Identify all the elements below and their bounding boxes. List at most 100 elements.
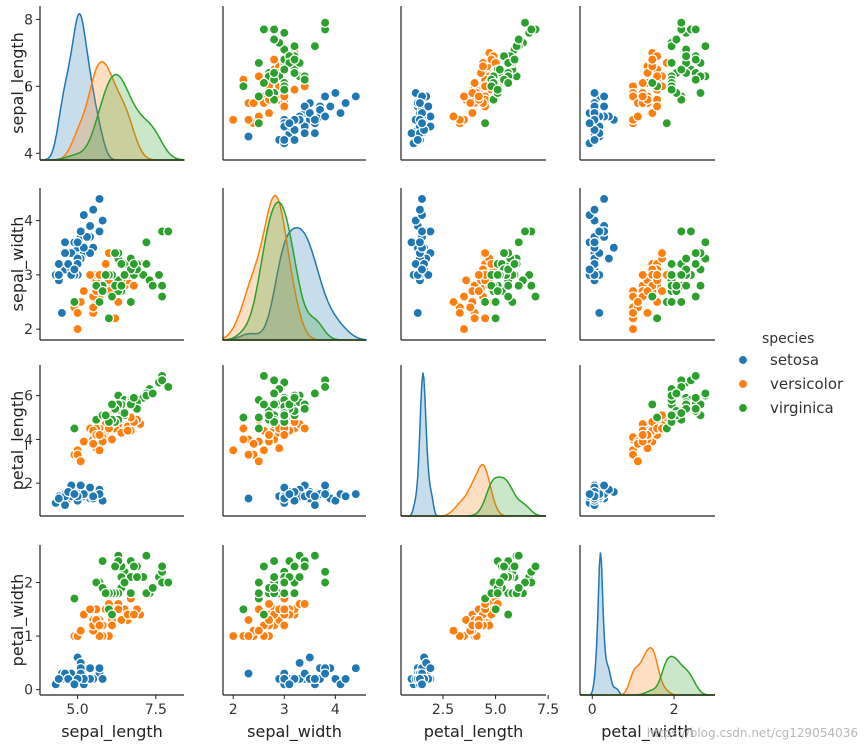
point-virginica-34 [509, 54, 520, 65]
point-virginica-18 [490, 313, 501, 324]
point-virginica-31 [131, 571, 143, 583]
point-versicolor-10 [227, 630, 239, 642]
point-versicolor-33 [651, 269, 663, 281]
y-tick-label-petal_width: 2 [24, 576, 33, 592]
point-virginica-28 [319, 17, 331, 28]
point-virginica-39 [647, 77, 658, 89]
point-virginica-9 [513, 550, 524, 561]
point-virginica-37 [492, 269, 503, 281]
point-setosa-25 [87, 204, 99, 215]
point-virginica-39 [502, 77, 514, 89]
point-versicolor-33 [651, 101, 663, 112]
point-virginica-13 [94, 296, 105, 308]
point-versicolor-38 [94, 620, 105, 631]
point-versicolor-33 [279, 604, 290, 615]
point-virginica-37 [492, 84, 503, 95]
point-virginica-28 [163, 226, 174, 237]
point-setosa-15 [598, 193, 610, 205]
point-virginica-39 [106, 399, 118, 410]
point-setosa-14 [243, 131, 254, 142]
point-virginica-37 [666, 84, 677, 95]
point-versicolor-10 [227, 114, 239, 126]
panel-sepal_length-vs-petal_length [400, 6, 546, 161]
point-setosa-10 [94, 226, 105, 237]
point-virginica-18 [490, 604, 501, 615]
point-virginica-6 [479, 296, 491, 308]
point-virginica-21 [156, 280, 168, 291]
panel-sepal_length-vs-petal_width [579, 6, 715, 161]
point-virginica-9 [700, 388, 711, 399]
point-virginica-17 [258, 561, 270, 572]
point-virginica-38 [671, 34, 682, 45]
point-virginica-6 [69, 423, 80, 434]
point-setosa-31 [423, 101, 434, 112]
point-virginica-39 [502, 291, 514, 302]
x-axis-label-petal_width: petal_width [601, 722, 694, 742]
point-setosa-24 [294, 657, 305, 669]
point-virginica-28 [319, 577, 331, 588]
point-setosa-39 [284, 117, 295, 129]
point-setosa-38 [309, 673, 321, 685]
point-virginica-34 [690, 392, 701, 404]
point-virginica-37 [492, 587, 503, 599]
point-virginica-35 [279, 64, 290, 75]
point-versicolor-26 [128, 609, 140, 620]
point-setosa-37 [279, 134, 290, 146]
point-virginica-24 [666, 258, 677, 270]
point-virginica-9 [700, 237, 711, 248]
point-setosa-19 [304, 652, 316, 663]
point-virginica-35 [494, 577, 506, 588]
x-tick-label-petal_width: 2 [670, 702, 679, 718]
point-virginica-5 [279, 27, 290, 39]
point-virginica-17 [690, 370, 701, 382]
point-virginica-17 [690, 291, 701, 302]
point-virginica-34 [289, 54, 300, 65]
point-setosa-38 [589, 237, 600, 248]
point-versicolor-37 [473, 285, 485, 297]
point-virginica-37 [279, 84, 290, 95]
point-virginica-14 [268, 555, 280, 567]
point-setosa-39 [284, 488, 295, 500]
point-virginica-37 [666, 410, 677, 421]
point-setosa-39 [284, 679, 295, 690]
x-tick-label-sepal_length: 7.5 [145, 702, 167, 718]
point-virginica-38 [671, 280, 682, 291]
point-virginica-36 [690, 74, 701, 85]
point-versicolor-39 [253, 625, 265, 636]
point-virginica-18 [238, 412, 249, 423]
point-setosa-33 [319, 668, 331, 679]
point-versicolor-36 [454, 307, 466, 319]
point-virginica-28 [519, 226, 531, 237]
point-versicolor-18 [238, 423, 249, 434]
point-virginica-9 [141, 237, 152, 248]
point-virginica-39 [647, 291, 658, 302]
point-versicolor-10 [227, 445, 239, 456]
point-setosa-14 [243, 668, 254, 679]
point-versicolor-33 [84, 269, 96, 281]
point-virginica-35 [119, 407, 130, 419]
point-virginica-6 [69, 593, 80, 604]
point-setosa-15 [94, 193, 105, 205]
point-versicolor-39 [632, 296, 644, 308]
point-virginica-28 [163, 381, 174, 393]
legend-marker-virginica [737, 402, 749, 414]
point-versicolor-30 [465, 302, 476, 313]
point-virginica-18 [651, 313, 663, 324]
x-tick-label-sepal_length: 5.0 [66, 702, 88, 718]
point-versicolor-38 [473, 269, 485, 281]
point-setosa-23 [59, 237, 71, 248]
point-virginica-15 [289, 67, 300, 79]
panel-sepal_width-vs-petal_length [400, 188, 546, 341]
point-virginica-38 [147, 582, 158, 594]
point-virginica-36 [498, 561, 510, 572]
point-virginica-13 [253, 577, 265, 588]
y-tick-label-petal_width: 0 [24, 683, 33, 699]
point-setosa-32 [59, 247, 71, 259]
point-versicolor-10 [72, 323, 83, 335]
point-virginica-35 [676, 64, 687, 75]
point-setosa-26 [53, 258, 65, 270]
point-versicolor-12 [469, 313, 480, 324]
point-versicolor-36 [243, 449, 254, 460]
point-setosa-25 [340, 97, 351, 109]
